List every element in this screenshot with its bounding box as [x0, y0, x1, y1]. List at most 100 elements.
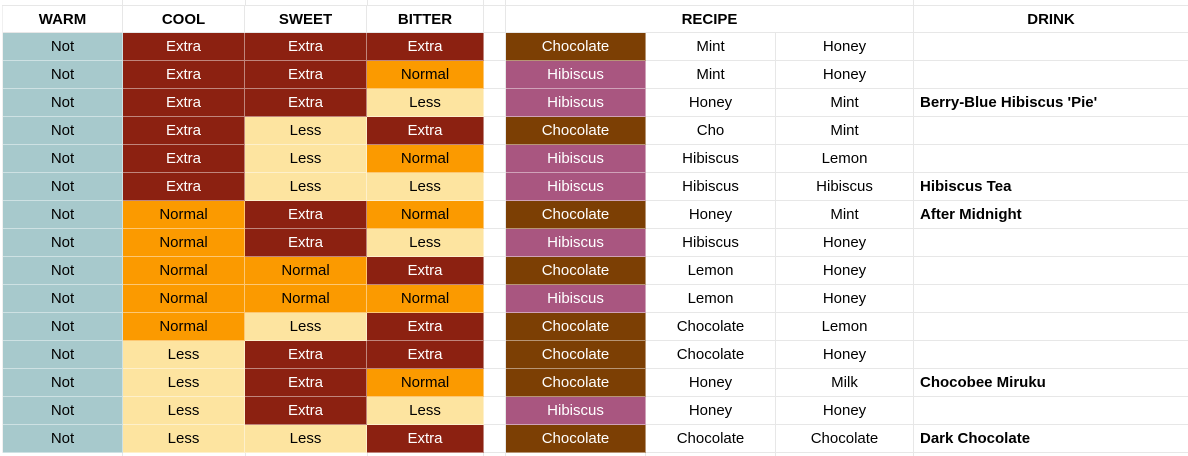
- recipe-base-cell[interactable]: Chocolate: [506, 313, 646, 341]
- drink-name-cell[interactable]: [914, 341, 1188, 369]
- col-header-warm[interactable]: WARM: [3, 6, 123, 33]
- gap-cell[interactable]: [484, 61, 506, 89]
- drink-name-cell[interactable]: [914, 33, 1188, 61]
- bitter-cell[interactable]: Normal: [367, 145, 484, 173]
- bitter-cell[interactable]: Extra: [367, 257, 484, 285]
- gap-cell[interactable]: [484, 285, 506, 313]
- recipe-ingredient-cell[interactable]: Mint: [776, 89, 914, 117]
- drink-name-cell[interactable]: Chocobee Miruku: [914, 369, 1188, 397]
- recipe-base-cell[interactable]: Hibiscus: [506, 145, 646, 173]
- gap-cell[interactable]: [484, 33, 506, 61]
- recipe-base-cell[interactable]: Chocolate: [506, 341, 646, 369]
- recipe-ingredient-cell[interactable]: Lemon: [776, 313, 914, 341]
- bitter-cell[interactable]: Normal: [367, 285, 484, 313]
- gap-cell[interactable]: [484, 117, 506, 145]
- drink-name-cell[interactable]: Hibiscus Tea: [914, 173, 1188, 201]
- recipe-base-cell[interactable]: Chocolate: [506, 33, 646, 61]
- gap-cell[interactable]: [484, 145, 506, 173]
- gap-cell[interactable]: [484, 313, 506, 341]
- sweet-cell[interactable]: Extra: [245, 201, 367, 229]
- recipe-ingredient-cell[interactable]: Chocolate: [646, 313, 776, 341]
- gap-cell[interactable]: [484, 201, 506, 229]
- cool-cell[interactable]: Less: [123, 425, 245, 453]
- recipe-ingredient-cell[interactable]: Honey: [776, 285, 914, 313]
- col-header-drink[interactable]: DRINK: [914, 6, 1188, 33]
- warm-cell[interactable]: Not: [3, 341, 123, 369]
- recipe-ingredient-cell[interactable]: Milk: [776, 369, 914, 397]
- drink-name-cell[interactable]: Dark Chocolate: [914, 425, 1188, 453]
- sweet-cell[interactable]: Less: [245, 173, 367, 201]
- gap-cell[interactable]: [484, 229, 506, 257]
- warm-cell[interactable]: Not: [3, 369, 123, 397]
- recipe-base-cell[interactable]: Hibiscus: [506, 397, 646, 425]
- recipe-base-cell[interactable]: Hibiscus: [506, 285, 646, 313]
- recipe-base-cell[interactable]: Hibiscus: [506, 89, 646, 117]
- bitter-cell[interactable]: Less: [367, 397, 484, 425]
- recipe-ingredient-cell[interactable]: Honey: [776, 257, 914, 285]
- warm-cell[interactable]: Not: [3, 173, 123, 201]
- sweet-cell[interactable]: Extra: [245, 341, 367, 369]
- recipe-ingredient-cell[interactable]: Hibiscus: [646, 229, 776, 257]
- gap-cell[interactable]: [484, 341, 506, 369]
- recipe-ingredient-cell[interactable]: Mint: [776, 117, 914, 145]
- recipe-ingredient-cell[interactable]: Honey: [646, 201, 776, 229]
- cool-cell[interactable]: Extra: [123, 61, 245, 89]
- col-header-gap[interactable]: [484, 6, 506, 33]
- recipe-ingredient-cell[interactable]: Mint: [646, 33, 776, 61]
- warm-cell[interactable]: Not: [3, 229, 123, 257]
- bitter-cell[interactable]: Normal: [367, 369, 484, 397]
- recipe-ingredient-cell[interactable]: Honey: [646, 369, 776, 397]
- recipe-ingredient-cell[interactable]: Mint: [776, 201, 914, 229]
- drink-name-cell[interactable]: [914, 117, 1188, 145]
- recipe-ingredient-cell[interactable]: Hibiscus: [646, 145, 776, 173]
- sweet-cell[interactable]: Less: [245, 313, 367, 341]
- recipe-base-cell[interactable]: Chocolate: [506, 369, 646, 397]
- cool-cell[interactable]: Less: [123, 397, 245, 425]
- warm-cell[interactable]: Not: [3, 201, 123, 229]
- sweet-cell[interactable]: Extra: [245, 33, 367, 61]
- recipe-ingredient-cell[interactable]: Honey: [776, 61, 914, 89]
- sweet-cell[interactable]: Extra: [245, 229, 367, 257]
- recipe-base-cell[interactable]: Chocolate: [506, 117, 646, 145]
- recipe-ingredient-cell[interactable]: Lemon: [776, 145, 914, 173]
- drink-name-cell[interactable]: [914, 257, 1188, 285]
- cool-cell[interactable]: Extra: [123, 117, 245, 145]
- drink-name-cell[interactable]: [914, 145, 1188, 173]
- recipe-base-cell[interactable]: Chocolate: [506, 257, 646, 285]
- bitter-cell[interactable]: Normal: [367, 201, 484, 229]
- recipe-ingredient-cell[interactable]: Cho: [646, 117, 776, 145]
- cool-cell[interactable]: Normal: [123, 313, 245, 341]
- gap-cell[interactable]: [484, 89, 506, 117]
- cool-cell[interactable]: Extra: [123, 173, 245, 201]
- col-header-sweet[interactable]: SWEET: [245, 6, 367, 33]
- cool-cell[interactable]: Normal: [123, 201, 245, 229]
- warm-cell[interactable]: Not: [3, 285, 123, 313]
- cool-cell[interactable]: Less: [123, 369, 245, 397]
- drink-name-cell[interactable]: [914, 397, 1188, 425]
- bitter-cell[interactable]: Extra: [367, 33, 484, 61]
- recipe-ingredient-cell[interactable]: Chocolate: [646, 425, 776, 453]
- drink-name-cell[interactable]: Berry-Blue Hibiscus 'Pie': [914, 89, 1188, 117]
- warm-cell[interactable]: Not: [3, 33, 123, 61]
- sweet-cell[interactable]: Normal: [245, 285, 367, 313]
- warm-cell[interactable]: Not: [3, 425, 123, 453]
- gap-cell[interactable]: [484, 173, 506, 201]
- recipe-ingredient-cell[interactable]: Lemon: [646, 257, 776, 285]
- recipe-base-cell[interactable]: Chocolate: [506, 201, 646, 229]
- cool-cell[interactable]: Less: [123, 341, 245, 369]
- recipe-ingredient-cell[interactable]: Hibiscus: [646, 173, 776, 201]
- recipe-ingredient-cell[interactable]: Chocolate: [646, 341, 776, 369]
- bitter-cell[interactable]: Less: [367, 229, 484, 257]
- cool-cell[interactable]: Extra: [123, 145, 245, 173]
- recipe-ingredient-cell[interactable]: Lemon: [646, 285, 776, 313]
- recipe-ingredient-cell[interactable]: Honey: [646, 397, 776, 425]
- recipe-ingredient-cell[interactable]: Honey: [776, 33, 914, 61]
- gap-cell[interactable]: [484, 397, 506, 425]
- cool-cell[interactable]: Extra: [123, 89, 245, 117]
- drink-name-cell[interactable]: [914, 61, 1188, 89]
- recipe-base-cell[interactable]: Hibiscus: [506, 61, 646, 89]
- warm-cell[interactable]: Not: [3, 61, 123, 89]
- gap-cell[interactable]: [484, 257, 506, 285]
- recipe-ingredient-cell[interactable]: Honey: [776, 229, 914, 257]
- col-header-cool[interactable]: COOL: [123, 6, 245, 33]
